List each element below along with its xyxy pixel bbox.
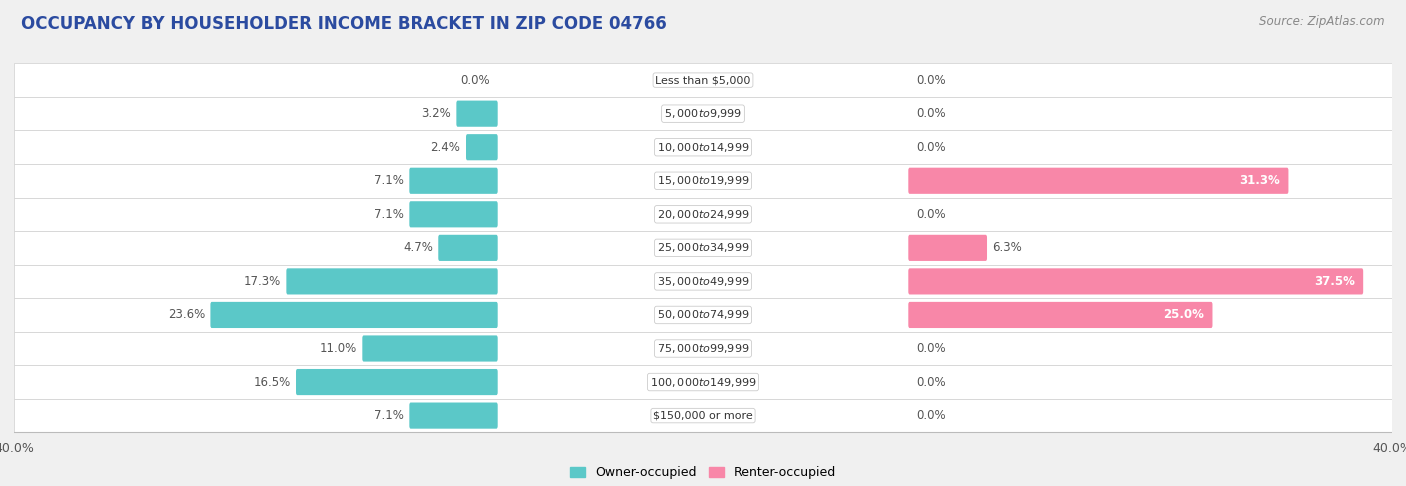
Text: 0.0%: 0.0% (917, 208, 946, 221)
FancyBboxPatch shape (287, 268, 498, 295)
FancyBboxPatch shape (409, 168, 498, 194)
Text: 17.3%: 17.3% (243, 275, 281, 288)
FancyBboxPatch shape (457, 101, 498, 127)
FancyBboxPatch shape (908, 168, 1288, 194)
FancyBboxPatch shape (14, 97, 1392, 130)
Text: 0.0%: 0.0% (917, 342, 946, 355)
Text: 0.0%: 0.0% (917, 376, 946, 388)
Text: $15,000 to $19,999: $15,000 to $19,999 (657, 174, 749, 187)
Text: 7.1%: 7.1% (374, 208, 404, 221)
Text: 23.6%: 23.6% (167, 309, 205, 321)
FancyBboxPatch shape (14, 63, 1392, 97)
Text: 16.5%: 16.5% (253, 376, 291, 388)
Text: 0.0%: 0.0% (917, 141, 946, 154)
FancyBboxPatch shape (14, 231, 1392, 265)
FancyBboxPatch shape (908, 302, 1212, 328)
Text: $10,000 to $14,999: $10,000 to $14,999 (657, 141, 749, 154)
Text: 25.0%: 25.0% (1163, 309, 1204, 321)
Text: 3.2%: 3.2% (422, 107, 451, 120)
FancyBboxPatch shape (14, 265, 1392, 298)
Text: 7.1%: 7.1% (374, 409, 404, 422)
Text: Source: ZipAtlas.com: Source: ZipAtlas.com (1260, 15, 1385, 28)
Text: 0.0%: 0.0% (917, 409, 946, 422)
FancyBboxPatch shape (211, 302, 498, 328)
Text: $50,000 to $74,999: $50,000 to $74,999 (657, 309, 749, 321)
Legend: Owner-occupied, Renter-occupied: Owner-occupied, Renter-occupied (565, 461, 841, 484)
Text: $150,000 or more: $150,000 or more (654, 411, 752, 420)
Text: OCCUPANCY BY HOUSEHOLDER INCOME BRACKET IN ZIP CODE 04766: OCCUPANCY BY HOUSEHOLDER INCOME BRACKET … (21, 15, 666, 33)
Text: 37.5%: 37.5% (1315, 275, 1355, 288)
FancyBboxPatch shape (14, 298, 1392, 332)
Text: $25,000 to $34,999: $25,000 to $34,999 (657, 242, 749, 254)
Text: 7.1%: 7.1% (374, 174, 404, 187)
FancyBboxPatch shape (409, 201, 498, 227)
Text: 31.3%: 31.3% (1240, 174, 1279, 187)
Text: 0.0%: 0.0% (917, 73, 946, 87)
FancyBboxPatch shape (409, 402, 498, 429)
Text: $5,000 to $9,999: $5,000 to $9,999 (664, 107, 742, 120)
Text: Less than $5,000: Less than $5,000 (655, 75, 751, 85)
Text: $20,000 to $24,999: $20,000 to $24,999 (657, 208, 749, 221)
FancyBboxPatch shape (297, 369, 498, 395)
FancyBboxPatch shape (14, 399, 1392, 433)
FancyBboxPatch shape (14, 164, 1392, 197)
Text: 6.3%: 6.3% (993, 242, 1022, 254)
FancyBboxPatch shape (363, 335, 498, 362)
Text: 0.0%: 0.0% (917, 107, 946, 120)
FancyBboxPatch shape (14, 332, 1392, 365)
FancyBboxPatch shape (14, 365, 1392, 399)
Text: $75,000 to $99,999: $75,000 to $99,999 (657, 342, 749, 355)
FancyBboxPatch shape (465, 134, 498, 160)
Text: 0.0%: 0.0% (460, 73, 489, 87)
Text: 2.4%: 2.4% (430, 141, 461, 154)
Text: $100,000 to $149,999: $100,000 to $149,999 (650, 376, 756, 388)
Text: 11.0%: 11.0% (319, 342, 357, 355)
Text: 4.7%: 4.7% (404, 242, 433, 254)
FancyBboxPatch shape (908, 235, 987, 261)
FancyBboxPatch shape (439, 235, 498, 261)
Text: $35,000 to $49,999: $35,000 to $49,999 (657, 275, 749, 288)
FancyBboxPatch shape (14, 130, 1392, 164)
FancyBboxPatch shape (908, 268, 1364, 295)
FancyBboxPatch shape (14, 197, 1392, 231)
